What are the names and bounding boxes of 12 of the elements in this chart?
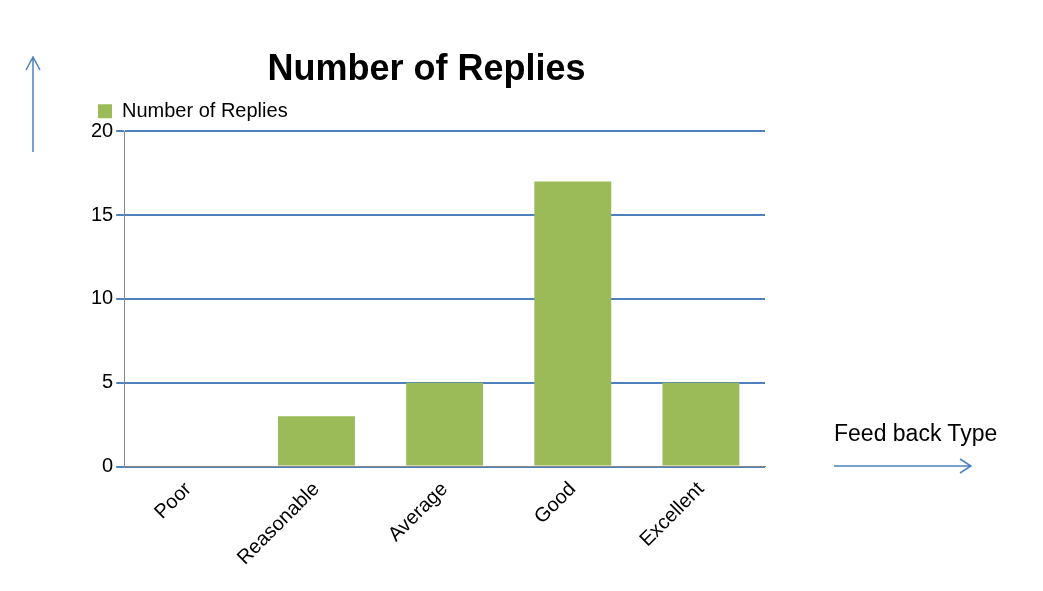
bar (278, 416, 355, 466)
bar (534, 181, 612, 466)
chart-title: Number of Replies (267, 46, 586, 88)
legend-label: Number of Replies (122, 98, 288, 121)
x-axis-title: Feed back Type (834, 420, 998, 447)
y-tick-label: 5 (102, 370, 114, 393)
y-tick-label: 0 (102, 454, 114, 477)
bar (662, 382, 740, 466)
y-tick-label: 15 (91, 202, 114, 225)
bar (406, 382, 484, 466)
y-tick-label: 10 (91, 286, 114, 309)
y-tick-label: 20 (91, 118, 114, 141)
